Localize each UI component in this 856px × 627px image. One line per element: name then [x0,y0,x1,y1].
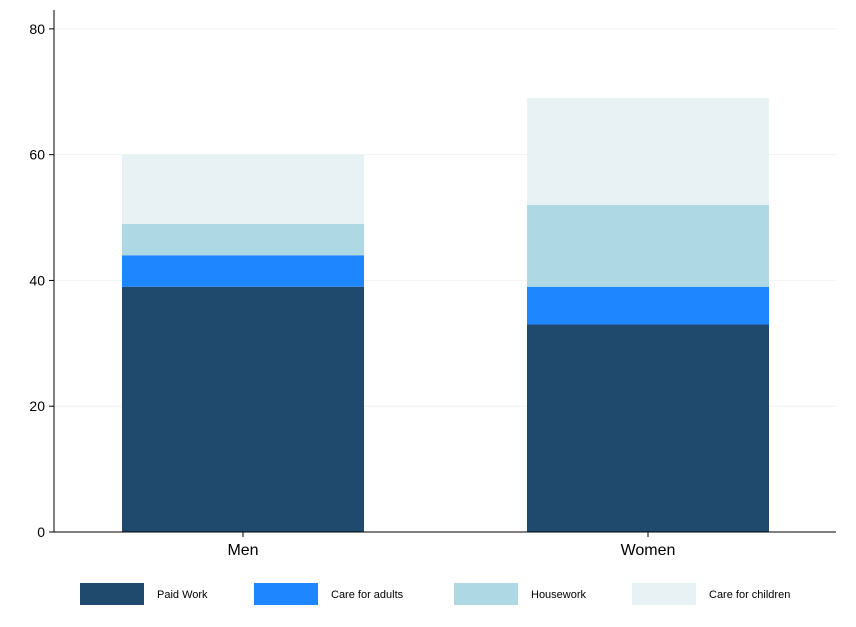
bar-women-care-for-adults [527,286,769,325]
legend-swatch-housework [454,583,518,605]
bar-men-paid-work [122,286,364,532]
y-tick-label: 20 [29,398,45,414]
legend-label-housework: Housework [531,589,587,601]
legend-label-care-for-adults: Care for adults [331,589,404,601]
y-tick-label: 80 [29,21,45,37]
bar-men-care-for-children [122,154,364,224]
y-tick-label: 40 [29,272,45,288]
y-tick-label: 60 [29,147,45,163]
category-label-men: Men [227,542,258,559]
legend-swatch-care-for-adults [254,583,318,605]
bar-women-paid-work [527,324,769,532]
y-tick-label: 0 [37,524,45,540]
category-labels: Men Women [227,542,675,559]
category-label-women: Women [621,542,676,559]
legend-swatch-paid-work [80,583,144,605]
legend: Paid Work Care for adults Housework Care fo… [80,583,790,605]
axes [49,10,836,537]
bars [122,98,769,532]
legend-swatch-care-for-children [632,583,696,605]
legend-label-care-for-children: Care for children [709,589,790,601]
bar-women-housework [527,204,769,287]
bar-women-care-for-children [527,98,769,205]
legend-label-paid-work: Paid Work [157,589,208,601]
bar-men-housework [122,223,364,256]
tick-labels: 0 20 40 60 80 [29,21,45,540]
bar-men-care-for-adults [122,255,364,287]
